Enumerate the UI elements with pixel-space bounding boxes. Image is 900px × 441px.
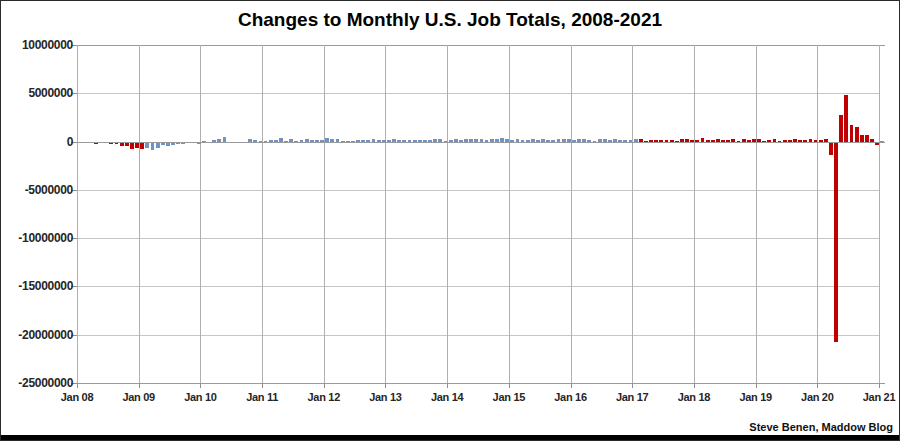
gridline-vertical	[879, 45, 880, 383]
gridline-vertical	[324, 45, 325, 383]
bar	[145, 142, 149, 149]
x-axis-tick	[200, 383, 201, 388]
gridline-horizontal	[77, 383, 885, 384]
gridline-horizontal	[77, 238, 879, 239]
y-axis-label: -15000000	[3, 279, 73, 293]
bar	[834, 142, 838, 343]
gridline-vertical	[632, 45, 633, 383]
x-axis-label: Jan 09	[113, 391, 165, 403]
bar	[130, 142, 134, 149]
y-axis-label: 0	[3, 135, 73, 149]
gridline-vertical	[385, 45, 386, 383]
x-axis-tick	[879, 383, 880, 388]
x-axis-label: Jan 19	[730, 391, 782, 403]
x-axis-label: Jan 13	[359, 391, 411, 403]
bar	[151, 142, 155, 150]
x-axis-tick	[756, 383, 757, 388]
x-axis-tick	[262, 383, 263, 388]
x-axis-tick	[385, 383, 386, 388]
x-axis-tick	[139, 383, 140, 388]
y-axis-label: -25000000	[3, 376, 73, 390]
bar	[860, 135, 864, 142]
bottom-bar	[1, 435, 899, 440]
x-axis-label: Jan 20	[791, 391, 843, 403]
gridline-vertical	[447, 45, 448, 383]
x-axis-label: Jan 10	[174, 391, 226, 403]
x-axis-tick	[817, 383, 818, 388]
x-axis-label: Jan 18	[668, 391, 720, 403]
y-axis-label: -5000000	[3, 183, 73, 197]
x-axis-tick	[324, 383, 325, 388]
plot-area: 10000000 5000000 0 -5000000 -10000000 -150000…	[1, 1, 899, 440]
x-axis-label: Jan 15	[483, 391, 535, 403]
x-axis-tick	[77, 383, 78, 388]
x-axis-label: Jan 16	[545, 391, 597, 403]
gridline-horizontal	[77, 190, 879, 191]
x-axis-tick	[694, 383, 695, 388]
y-axis-label: 5000000	[3, 86, 73, 100]
bar	[140, 142, 144, 150]
x-axis-label: Jan 08	[51, 391, 103, 403]
gridline-vertical	[817, 45, 818, 383]
gridline-horizontal	[77, 286, 879, 287]
y-axis-label: -10000000	[3, 231, 73, 245]
gridline-vertical	[262, 45, 263, 383]
gridline-vertical	[139, 45, 140, 383]
gridline-vertical	[694, 45, 695, 383]
gridline-vertical	[756, 45, 757, 383]
x-axis-label: Jan 12	[298, 391, 350, 403]
gridline-horizontal	[77, 335, 879, 336]
bar	[844, 95, 848, 141]
x-axis-label: Jan 11	[236, 391, 288, 403]
chart-window: Changes to Monthly U.S. Job Totals, 2008…	[0, 0, 900, 441]
bar	[135, 142, 139, 149]
bar	[839, 115, 843, 141]
x-axis-tick	[632, 383, 633, 388]
x-axis-tick	[447, 383, 448, 388]
gridline-vertical	[509, 45, 510, 383]
attribution-text: Steve Benen, Maddow Blog	[749, 421, 893, 433]
y-axis-label: 10000000	[3, 38, 73, 52]
bar	[850, 125, 854, 142]
gridline-vertical	[77, 45, 78, 383]
x-axis-label: Jan 17	[606, 391, 658, 403]
gridline-vertical	[200, 45, 201, 383]
zero-axis-line	[77, 142, 885, 143]
x-axis-tick	[571, 383, 572, 388]
bar	[855, 127, 859, 141]
gridline-horizontal	[77, 93, 879, 94]
x-axis-label: Jan 21	[853, 391, 900, 403]
y-axis-label: -20000000	[3, 328, 73, 342]
gridline-horizontal	[77, 45, 885, 46]
x-axis-label: Jan 14	[421, 391, 473, 403]
x-axis-tick	[509, 383, 510, 388]
bar	[829, 142, 833, 155]
gridline-vertical	[571, 45, 572, 383]
